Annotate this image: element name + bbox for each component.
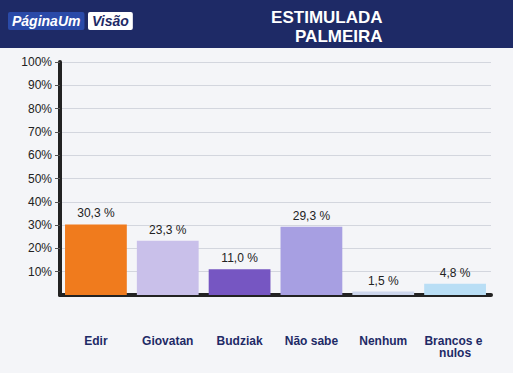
svg-text:50%: 50% <box>28 172 52 186</box>
svg-text:90%: 90% <box>28 78 52 92</box>
svg-text:70%: 70% <box>28 125 52 139</box>
svg-text:30,3 %: 30,3 % <box>77 206 115 220</box>
svg-text:PáginaUm: PáginaUm <box>12 13 80 29</box>
svg-text:nulos: nulos <box>439 346 471 360</box>
svg-text:40%: 40% <box>28 195 52 209</box>
svg-text:Não sabe: Não sabe <box>285 334 339 348</box>
svg-text:1,5 %: 1,5 % <box>368 274 399 288</box>
svg-text:Nenhum: Nenhum <box>359 334 407 348</box>
svg-text:4,8 %: 4,8 % <box>440 266 471 280</box>
svg-text:11,0 %: 11,0 % <box>221 251 258 265</box>
svg-text:30%: 30% <box>28 218 52 232</box>
svg-text:10%: 10% <box>28 265 52 279</box>
svg-text:PALMEIRA: PALMEIRA <box>295 27 383 46</box>
svg-text:Giovatan: Giovatan <box>142 334 193 348</box>
svg-text:Visão: Visão <box>92 13 129 29</box>
svg-text:100%: 100% <box>21 55 52 69</box>
svg-text:ESTIMULADA: ESTIMULADA <box>271 8 382 27</box>
svg-text:29,3 %: 29,3 % <box>293 209 331 223</box>
svg-text:Budziak: Budziak <box>217 334 263 348</box>
svg-text:Edir: Edir <box>84 334 108 348</box>
svg-text:Brancos e: Brancos e <box>424 334 486 348</box>
svg-text:60%: 60% <box>28 148 52 162</box>
svg-text:20%: 20% <box>28 241 52 255</box>
svg-text:23,3 %: 23,3 % <box>149 223 187 237</box>
svg-text:80%: 80% <box>28 102 52 116</box>
